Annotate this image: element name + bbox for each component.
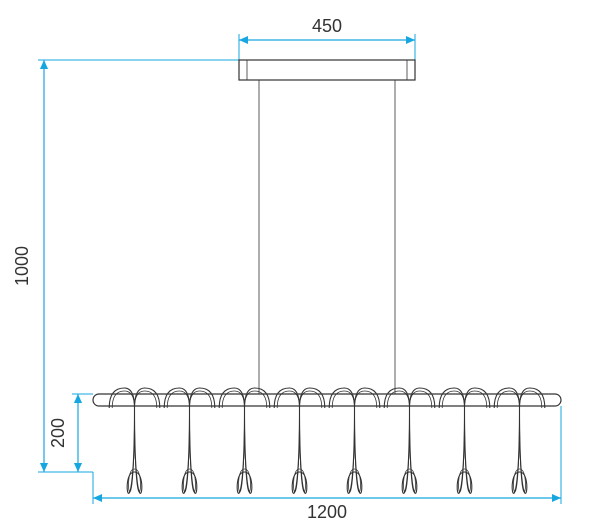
dimension-bottom-label: 1200 [307,502,347,522]
dimension-height-200: 200 [48,394,93,472]
dimension-height-200-label: 200 [48,418,68,448]
suspension-wires [259,80,395,394]
dimension-top-label: 450 [312,16,342,36]
ceiling-mount [239,60,415,80]
technical-drawing: 450 1000 200 1200 [0,0,600,530]
dimension-top-450: 450 [239,16,415,60]
dimension-bottom-1200: 1200 [93,406,561,522]
dimension-height-1000: 1000 [12,60,239,472]
dimension-height-1000-label: 1000 [12,246,32,286]
fixture-waves [109,388,545,493]
fixture-bar [93,394,561,406]
